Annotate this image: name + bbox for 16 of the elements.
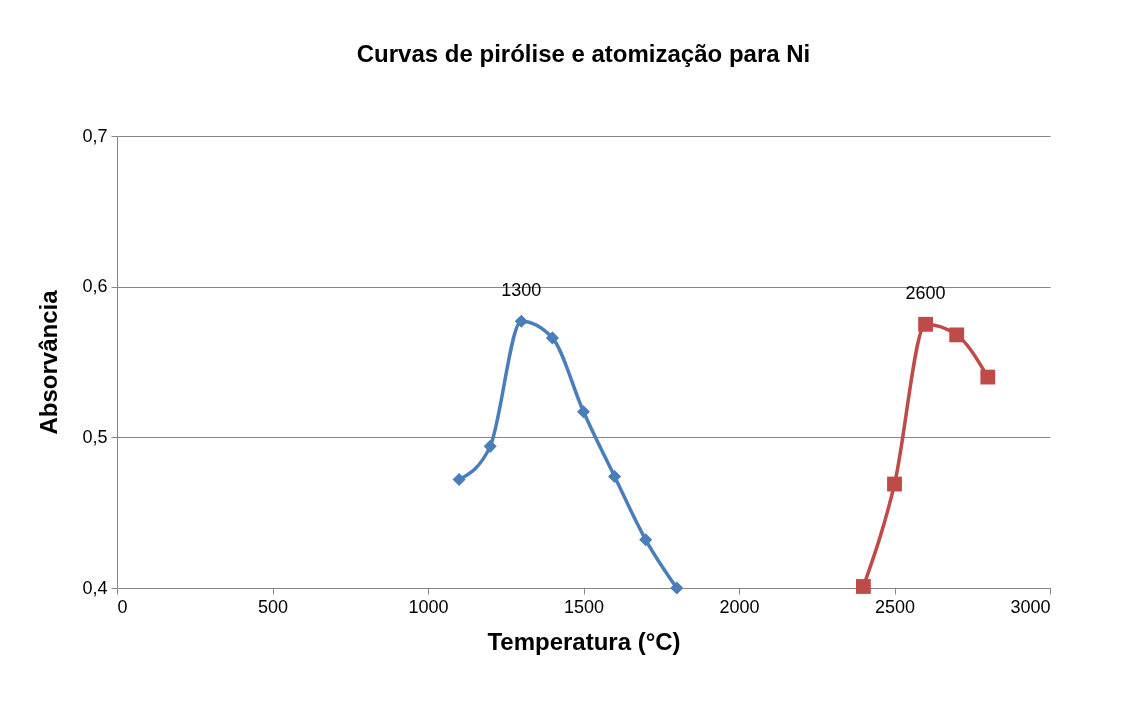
y-axis-title: Absorvância <box>35 289 63 435</box>
y-tick-label: 0,7 <box>82 125 108 146</box>
x-tick-label: 3000 <box>1010 596 1051 617</box>
chart-title: Curvas de pirólise e atomização para Ni <box>356 40 811 67</box>
x-tick-label: 0 <box>117 596 128 617</box>
x-axis-title: Temperatura (°C) <box>487 627 681 655</box>
x-tick-label: 2000 <box>719 596 760 617</box>
x-tick-label: 2500 <box>874 596 916 617</box>
annotation: 2600 <box>905 283 946 304</box>
y-tick-label: 0,5 <box>82 426 108 447</box>
annotation: 1300 <box>501 280 542 301</box>
x-tick-label: 1500 <box>563 596 605 617</box>
x-tick-label: 1000 <box>408 596 449 617</box>
y-tick-label: 0,6 <box>82 276 108 297</box>
x-tick-label: 500 <box>257 596 289 617</box>
y-tick-label: 0,4 <box>82 577 108 598</box>
